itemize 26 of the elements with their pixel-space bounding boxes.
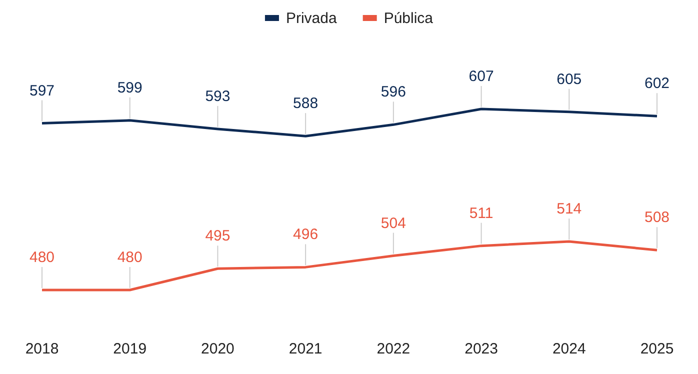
data-label: 511 (469, 204, 494, 222)
data-label: 480 (29, 249, 55, 266)
data-label: 607 (468, 68, 494, 85)
x-tick-label: 2020 (201, 340, 234, 358)
x-tick-label: 2019 (113, 340, 147, 358)
data-label: 508 (644, 209, 670, 226)
x-tick-label: 2024 (552, 340, 586, 358)
data-label: 480 (117, 249, 142, 266)
data-label: 602 (644, 75, 670, 92)
legend-label: Privada (286, 10, 338, 27)
data-label: 599 (117, 79, 142, 96)
data-label: 596 (380, 84, 406, 101)
data-label: 588 (293, 95, 318, 112)
data-label: 605 (556, 70, 582, 88)
data-label: 593 (205, 88, 230, 105)
data-label: 597 (29, 82, 55, 100)
x-tick-label: 2025 (640, 340, 674, 358)
data-label: 496 (293, 226, 318, 244)
x-tick-label: 2018 (25, 340, 59, 358)
data-label: 495 (205, 228, 230, 245)
x-tick-label: 2021 (288, 340, 322, 358)
x-tick-label: 2022 (376, 340, 410, 358)
x-tick-label: 2023 (464, 340, 498, 358)
legend-label: Pública (384, 10, 434, 27)
data-label: 504 (380, 214, 406, 232)
data-label: 514 (556, 200, 582, 218)
